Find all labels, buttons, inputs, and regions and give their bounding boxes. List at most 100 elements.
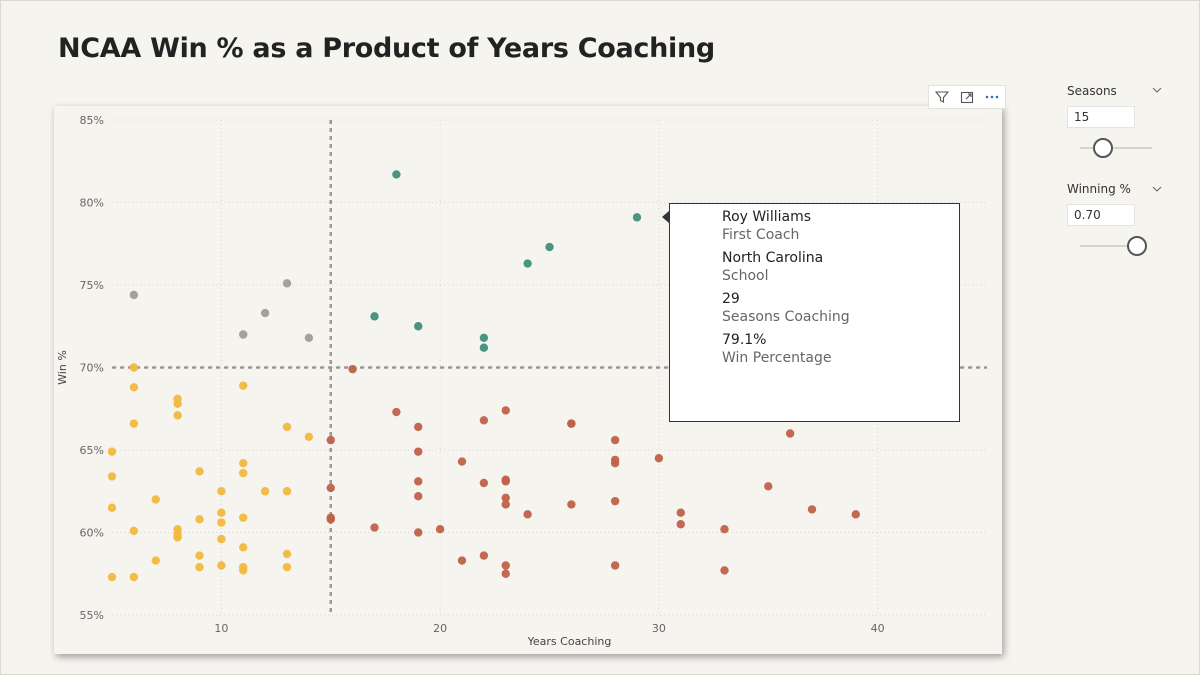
data-point-low-win-veteran [610,459,620,468]
y-tick-label: 70% [80,362,104,375]
data-point-low-win-new [239,513,248,522]
data-point-high-win-veteran [392,170,401,179]
data-point-low-win-veteran [807,505,817,514]
data-point-high-win-new [239,330,248,339]
tooltip-seasons-label: Seasons Coaching [722,309,850,325]
data-point-low-win-new [129,526,139,536]
data-point-low-win-new [217,561,226,570]
data-point-low-win-veteran [567,419,576,428]
seasons-slider-thumb[interactable] [1093,138,1113,158]
data-point-low-win-new [129,572,139,582]
x-axis-title: Years Coaching [527,635,612,648]
data-point-high-win-veteran [414,322,423,331]
tooltip-school-label: School [722,268,769,284]
data-point-low-win-new [151,556,160,565]
y-tick-label: 55% [80,609,104,622]
point-tooltip: Roy Williams First Coach North Carolina … [669,203,960,422]
data-point-low-win-veteran [851,510,860,519]
data-point-low-win-new [107,572,117,582]
data-point-low-win-veteran [501,569,510,578]
data-point-low-win-new [239,381,248,390]
data-point-high-win-new [129,290,139,300]
data-point-low-win-veteran [414,492,423,501]
x-tick-label: 10 [214,622,228,635]
data-point-low-win-veteran [326,435,335,445]
data-point-low-win-veteran [326,515,335,524]
y-tick-label: 60% [80,527,104,540]
data-point-high-win-veteran [632,213,642,222]
data-point-low-win-new [304,432,314,441]
seasons-slider-track[interactable] [1080,147,1152,149]
y-axis-title: Win % [56,350,69,385]
winning-slider-track[interactable] [1080,245,1138,247]
data-point-low-win-new [107,503,117,512]
data-point-low-win-new [195,515,204,524]
data-point-low-win-new [129,383,139,392]
data-point-low-win-veteran [676,520,685,529]
data-point-low-win-veteran [610,435,620,445]
data-point-high-win-veteran [370,312,379,321]
winning-slicer-title: Winning % [1067,182,1131,196]
tooltip-school-value: North Carolina [722,250,824,266]
data-point-low-win-veteran [501,493,510,503]
data-point-low-win-veteran [414,477,423,486]
data-point-low-win-new [239,543,248,552]
tooltip-seasons-value: 29 [722,291,740,307]
data-point-high-win-veteran [523,259,532,268]
visual-header [928,85,1006,109]
data-point-low-win-new [195,551,204,560]
page-title: NCAA Win % as a Product of Years Coachin… [58,33,715,64]
data-point-low-win-new [129,363,139,372]
tooltip-coach-value: Roy Williams [722,209,812,225]
data-point-low-win-veteran [501,500,510,509]
data-point-low-win-new [195,562,204,572]
data-point-low-win-new [239,468,248,478]
chevron-down-icon[interactable] [1152,87,1162,94]
y-tick-label: 75% [80,279,104,292]
more-options-icon[interactable] [982,88,1002,106]
data-point-low-win-veteran [414,447,423,456]
data-point-low-win-new [195,467,204,476]
data-point-high-win-veteran [479,333,489,342]
chevron-down-icon[interactable] [1152,186,1162,193]
tooltip-winpct-value: 79.1% [722,332,767,348]
seasons-slicer-title: Seasons [1067,84,1117,98]
data-point-low-win-veteran [414,422,423,432]
data-point-low-win-veteran [479,416,489,425]
data-point-low-win-new [239,459,248,468]
data-point-low-win-veteran [720,566,729,575]
data-point-low-win-veteran [348,364,357,374]
focus-mode-icon[interactable] [957,88,977,106]
data-point-low-win-new [151,495,160,504]
data-point-low-win-new [282,562,292,572]
tooltip-winpct-label: Win Percentage [722,350,832,366]
axis-labels: 55% 60% 65% 70% 75% 80% 85% 10 20 30 40 Years Coach… [56,114,885,648]
data-point-low-win-veteran [457,457,467,466]
data-point-low-win-veteran [501,561,510,570]
data-point-low-win-veteran [654,454,664,463]
data-point-low-win-veteran [392,407,401,417]
tooltip-coach-label: First Coach [722,227,800,243]
x-tick-label: 30 [652,622,666,635]
filter-icon[interactable] [932,88,952,106]
data-point-low-win-new [129,419,139,428]
winning-slider-thumb[interactable] [1127,236,1147,256]
winning-value-input[interactable]: 0.70 [1067,204,1135,226]
data-point-low-win-veteran [457,556,467,565]
data-point-low-win-new [217,518,226,527]
data-point-low-win-new [173,411,182,420]
data-point-low-win-veteran [370,523,379,532]
data-point-low-win-veteran [610,561,620,570]
x-tick-label: 20 [433,622,447,635]
data-point-low-win-veteran [414,528,423,537]
seasons-value-input[interactable]: 15 [1067,106,1135,128]
data-point-low-win-new [282,487,292,496]
data-point-low-win-new [282,549,292,559]
data-point-low-win-new [260,487,270,496]
data-point-high-win-veteran [479,343,489,352]
scatter-chart[interactable]: 55% 60% 65% 70% 75% 80% 85% 10 20 30 40 Years Coach… [54,106,1002,654]
y-tick-label: 80% [80,197,104,210]
data-point-high-win-new [304,333,314,342]
data-point-low-win-veteran [479,551,489,560]
data-point-low-win-new [217,487,226,496]
